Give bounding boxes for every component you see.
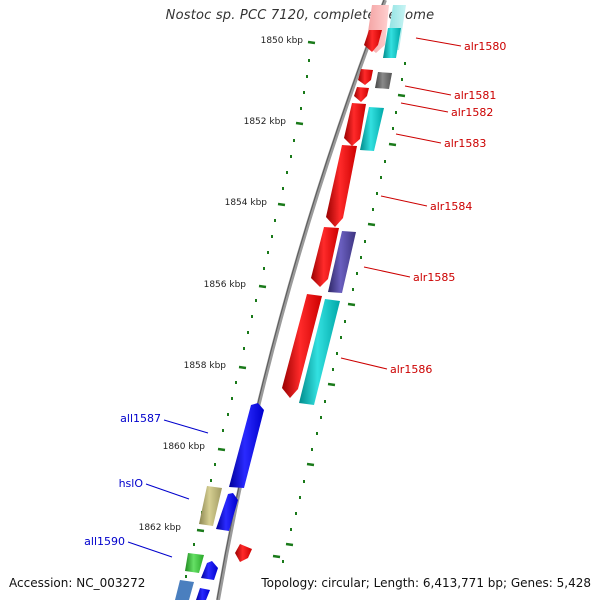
- gene-hslO-arrow[interactable]: [216, 493, 238, 531]
- ruler-major-ticks: [196, 40, 316, 533]
- gene-alr1586-arrow[interactable]: [282, 294, 322, 398]
- gene-alr1582-arrow[interactable]: [354, 87, 369, 102]
- gene-alr1585-arrow[interactable]: [311, 227, 339, 287]
- left-gene-labels: [127, 419, 209, 558]
- reverse-genes: [175, 403, 264, 600]
- right-gene-labels: [340, 37, 462, 370]
- gene-label-all1590[interactable]: all1590: [84, 535, 125, 548]
- gene-all1590-arrow[interactable]: [201, 561, 218, 580]
- right-track-ticks: [272, 93, 406, 559]
- gene-small-red-bottom[interactable]: [235, 544, 252, 562]
- ruler-track: [181, 59, 310, 594]
- genome-summary-text: Topology: circular; Length: 6,413,771 bp…: [261, 576, 591, 590]
- gene-alr1583-arrow[interactable]: [344, 103, 366, 146]
- gene-alr1581-arrow[interactable]: [358, 69, 373, 85]
- gene-label-alr1586[interactable]: alr1586: [390, 363, 432, 376]
- gene-all1590-green[interactable]: [185, 553, 204, 573]
- gene-label-alr1582[interactable]: alr1582: [451, 106, 493, 119]
- tick-label: 1854 kbp: [225, 198, 268, 208]
- map-title: Nostoc sp. PCC 7120, complete genome: [165, 8, 435, 23]
- gene-label-alr1585[interactable]: alr1585: [413, 271, 455, 284]
- right-track: [282, 62, 406, 563]
- gene-label-alr1584[interactable]: alr1584: [430, 200, 472, 213]
- gene-label-hslO[interactable]: hslO: [119, 477, 144, 490]
- tick-label: 1856 kbp: [204, 280, 247, 290]
- gene-label-alr1580[interactable]: alr1580: [464, 40, 506, 53]
- gene-cyan-top[interactable]: [383, 28, 401, 58]
- forward-genes: [235, 5, 406, 562]
- gene-alr1584-arrow[interactable]: [326, 145, 357, 227]
- tick-label: 1860 kbp: [163, 442, 206, 452]
- gene-alr1585-slate[interactable]: [328, 231, 356, 293]
- gene-label-alr1583[interactable]: alr1583: [444, 137, 486, 150]
- gene-bottom-steelblue[interactable]: [175, 580, 194, 600]
- gene-label-all1587[interactable]: all1587: [120, 412, 161, 425]
- gene-all1587-arrow[interactable]: [229, 403, 264, 488]
- gene-alr1583-cyan[interactable]: [360, 107, 384, 151]
- gene-hslO-olive[interactable]: [199, 486, 222, 526]
- gene-alr1580-arrow[interactable]: [364, 30, 382, 52]
- gene-alr1581-gray[interactable]: [375, 72, 392, 89]
- tick-label: 1862 kbp: [139, 523, 182, 533]
- ruler-tick-labels: 1850 kbp 1852 kbp 1854 kbp 1856 kbp 1858…: [139, 36, 304, 533]
- tick-label: 1858 kbp: [184, 361, 227, 371]
- gene-alr1586-cyan[interactable]: [299, 299, 340, 405]
- tick-label: 1852 kbp: [244, 117, 287, 127]
- gene-bottom-blue[interactable]: [196, 588, 210, 600]
- gene-label-alr1581[interactable]: alr1581: [454, 89, 496, 102]
- genome-backbone: [216, 0, 387, 600]
- accession-text: Accession: NC_003272: [9, 576, 146, 590]
- tick-label: 1850 kbp: [261, 36, 304, 46]
